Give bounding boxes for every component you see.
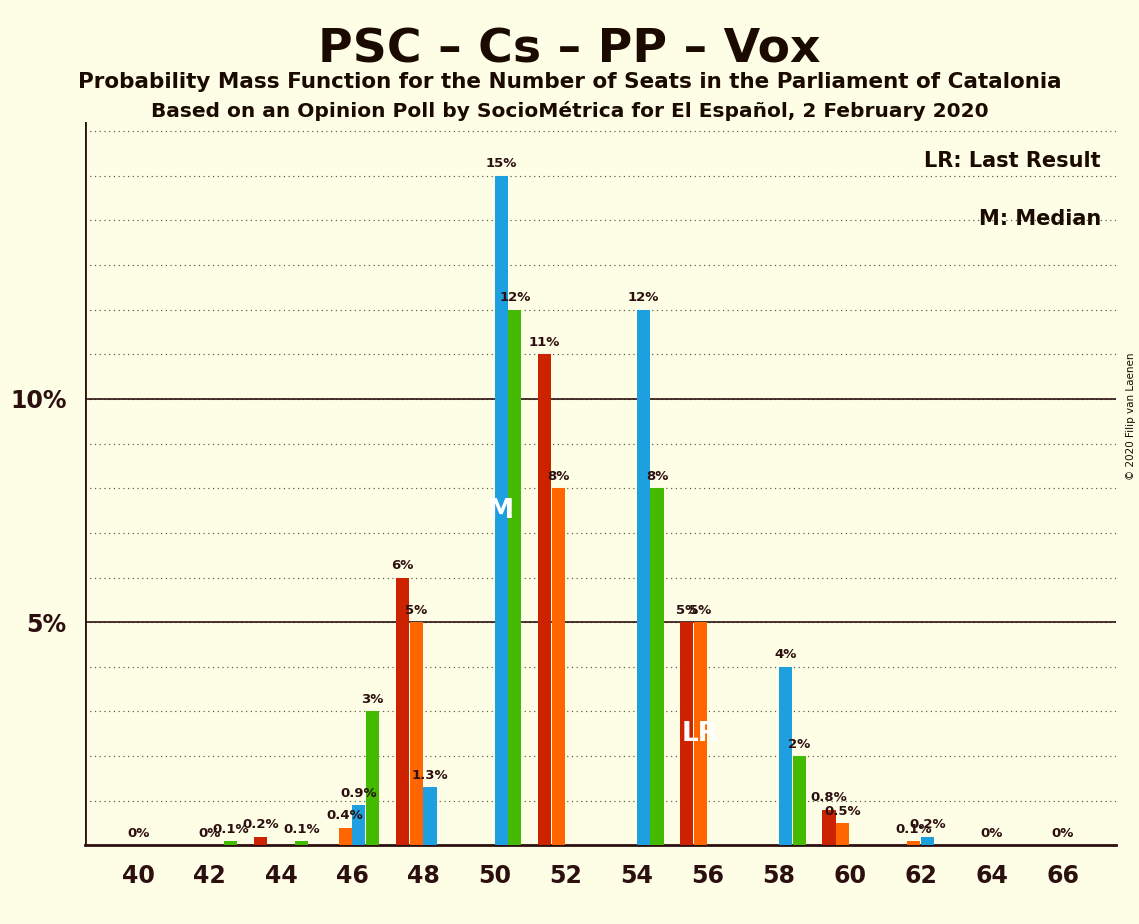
Text: 5%: 5%	[675, 603, 698, 617]
Bar	[410, 622, 423, 845]
Text: LR: LR	[682, 721, 719, 747]
Text: 0.1%: 0.1%	[284, 822, 320, 835]
Text: 0.5%: 0.5%	[825, 805, 861, 818]
Bar	[424, 787, 436, 845]
Text: 0.2%: 0.2%	[909, 818, 945, 832]
Text: 0.1%: 0.1%	[895, 822, 932, 835]
Text: 0%: 0%	[981, 827, 1003, 840]
Bar	[352, 806, 366, 845]
Text: 0.4%: 0.4%	[327, 809, 363, 822]
Bar	[538, 354, 551, 845]
Text: 2%: 2%	[788, 737, 810, 751]
Text: 1.3%: 1.3%	[411, 769, 449, 782]
Text: 15%: 15%	[485, 157, 517, 170]
Bar	[494, 176, 508, 845]
Bar	[908, 841, 920, 845]
Text: 6%: 6%	[392, 559, 413, 572]
Bar	[822, 809, 836, 845]
Text: 0%: 0%	[198, 827, 221, 840]
Bar	[254, 836, 267, 845]
Bar	[552, 488, 565, 845]
Bar	[694, 622, 707, 845]
Text: PSC – Cs – PP – Vox: PSC – Cs – PP – Vox	[318, 28, 821, 73]
Bar	[650, 488, 664, 845]
Bar	[836, 823, 850, 845]
Text: 4%: 4%	[775, 649, 796, 662]
Bar	[680, 622, 694, 845]
Bar	[921, 836, 934, 845]
Bar	[338, 828, 352, 845]
Text: 8%: 8%	[547, 469, 570, 483]
Bar	[793, 756, 805, 845]
Bar	[366, 711, 379, 845]
Text: 0.2%: 0.2%	[241, 818, 279, 832]
Text: © 2020 Filip van Laenen: © 2020 Filip van Laenen	[1126, 352, 1136, 480]
Text: 5%: 5%	[405, 603, 427, 617]
Bar	[779, 667, 792, 845]
Text: 11%: 11%	[528, 335, 560, 349]
Bar	[508, 310, 522, 845]
Text: 0%: 0%	[1051, 827, 1074, 840]
Text: 3%: 3%	[361, 693, 384, 706]
Text: M: Median: M: Median	[978, 209, 1100, 229]
Bar	[295, 841, 309, 845]
Text: 0%: 0%	[128, 827, 150, 840]
Text: 0.9%: 0.9%	[341, 787, 377, 800]
Text: 5%: 5%	[689, 603, 712, 617]
Bar	[224, 841, 237, 845]
Text: 12%: 12%	[499, 291, 531, 304]
Text: 8%: 8%	[646, 469, 669, 483]
Bar	[637, 310, 649, 845]
Text: LR: Last Result: LR: Last Result	[924, 151, 1100, 171]
Text: 12%: 12%	[628, 291, 659, 304]
Text: Based on an Opinion Poll by SocioMétrica for El Español, 2 February 2020: Based on an Opinion Poll by SocioMétrica…	[150, 101, 989, 121]
Text: 0.1%: 0.1%	[212, 822, 248, 835]
Text: 0.8%: 0.8%	[811, 791, 847, 805]
Bar	[396, 578, 409, 845]
Text: M: M	[487, 497, 514, 524]
Text: Probability Mass Function for the Number of Seats in the Parliament of Catalonia: Probability Mass Function for the Number…	[77, 72, 1062, 92]
